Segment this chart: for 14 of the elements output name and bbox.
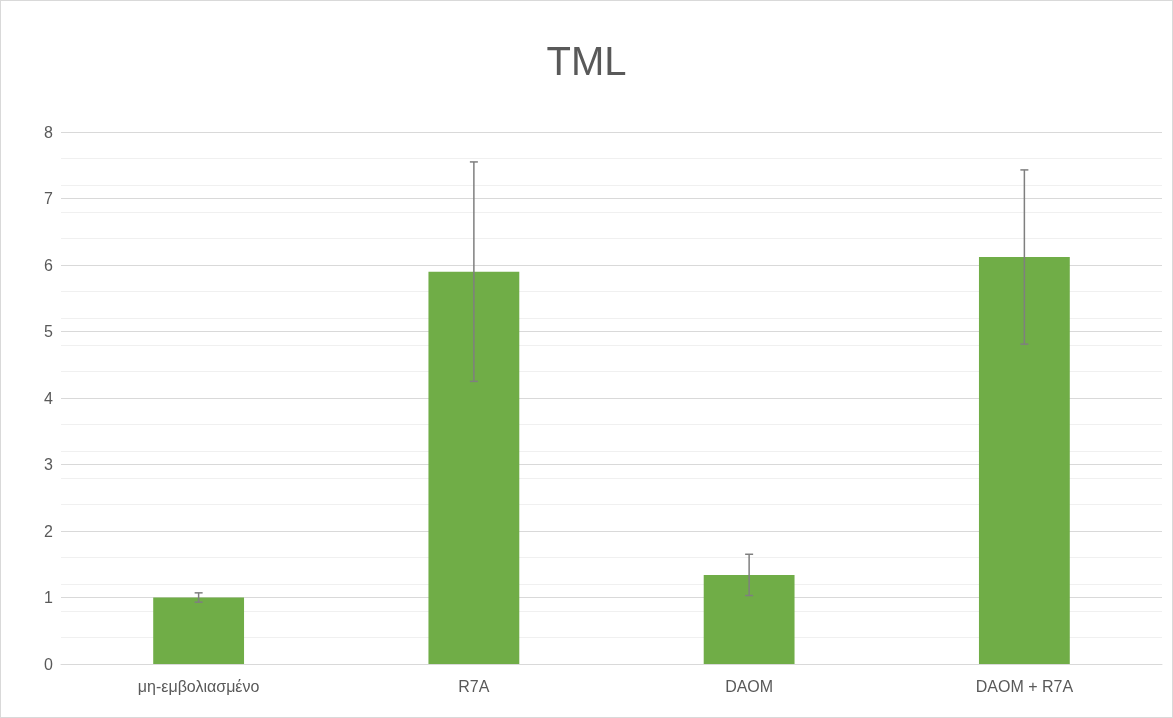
y-tick-label: 8 bbox=[44, 123, 54, 141]
y-tick-label: 2 bbox=[44, 522, 54, 540]
y-tick-label: 3 bbox=[44, 456, 54, 473]
x-tick-label: μη-εμβολιασμένο bbox=[137, 677, 260, 695]
chart-title: TML bbox=[546, 39, 627, 83]
y-tick-label: 0 bbox=[44, 655, 54, 673]
y-tick-label: 6 bbox=[44, 256, 54, 274]
x-tick-label: DAOM + R7A bbox=[975, 677, 1074, 695]
y-tick-label: 5 bbox=[44, 323, 54, 340]
x-tick-label: R7A bbox=[458, 677, 490, 695]
y-tick-label: 4 bbox=[44, 389, 54, 407]
y-tick-label: 7 bbox=[44, 190, 54, 207]
y-tick-label: 1 bbox=[44, 589, 54, 606]
x-tick-label: DAOM bbox=[725, 677, 774, 695]
